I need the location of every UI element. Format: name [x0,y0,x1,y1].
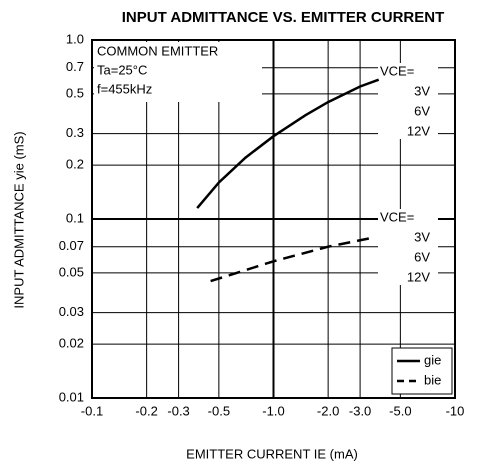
vce-bg [378,209,438,285]
x-tick-label: -0.5 [208,403,230,418]
x-tick-label: -1.0 [262,403,284,418]
x-tick-label: -0.2 [135,403,157,418]
series-line [196,78,380,209]
legend-box [391,347,453,395]
vce-label: 12V [407,123,430,138]
y-tick-label: 0.01 [59,389,84,404]
x-tick-label: -3.0 [349,403,371,418]
x-tick-label: -0.1 [81,403,103,418]
x-axis-label: EMITTER CURRENT IE (mA) [186,446,358,461]
y-tick-label: 1.0 [66,31,84,46]
y-tick-label: 0.2 [66,157,84,172]
y-tick-label: 0.1 [66,210,84,225]
x-tick-label: -5.0 [389,403,411,418]
x-tick-label: -10 [446,403,465,418]
annotation: COMMON EMITTER [97,43,218,58]
vce-label: 6V [414,103,430,118]
x-tick-label: -0.3 [167,403,189,418]
y-tick-label: 0.03 [59,304,84,319]
chart-title: INPUT ADMITTANCE VS. EMITTER CURRENT [122,9,445,26]
y-tick-label: 0.7 [66,59,84,74]
vce-label: 12V [407,269,430,284]
y-tick-label: 0.02 [59,336,84,351]
legend-label: bie [424,372,441,387]
vce-bg [378,63,438,139]
y-tick-label: 0.5 [66,85,84,100]
annotation: f=455kHz [97,81,152,96]
y-tick-label: 0.05 [59,264,84,279]
annotation: Ta=25°C [97,62,147,77]
plot-frame [91,39,456,399]
y-axis-label: INPUT ADMITTANCE yie (mS) [11,131,26,308]
y-tick-label: 0.3 [66,125,84,140]
vce-label: 3V [414,83,430,98]
vce-label: 3V [414,229,430,244]
y-tick-label: 0.07 [59,238,84,253]
x-tick-label: -2.0 [317,403,339,418]
series-line [210,237,371,283]
vce-label: VCE= [380,209,414,224]
legend-label: gie [424,352,441,367]
vce-label: VCE= [380,63,414,78]
vce-label: 6V [414,249,430,264]
annotation-bg [94,42,262,102]
